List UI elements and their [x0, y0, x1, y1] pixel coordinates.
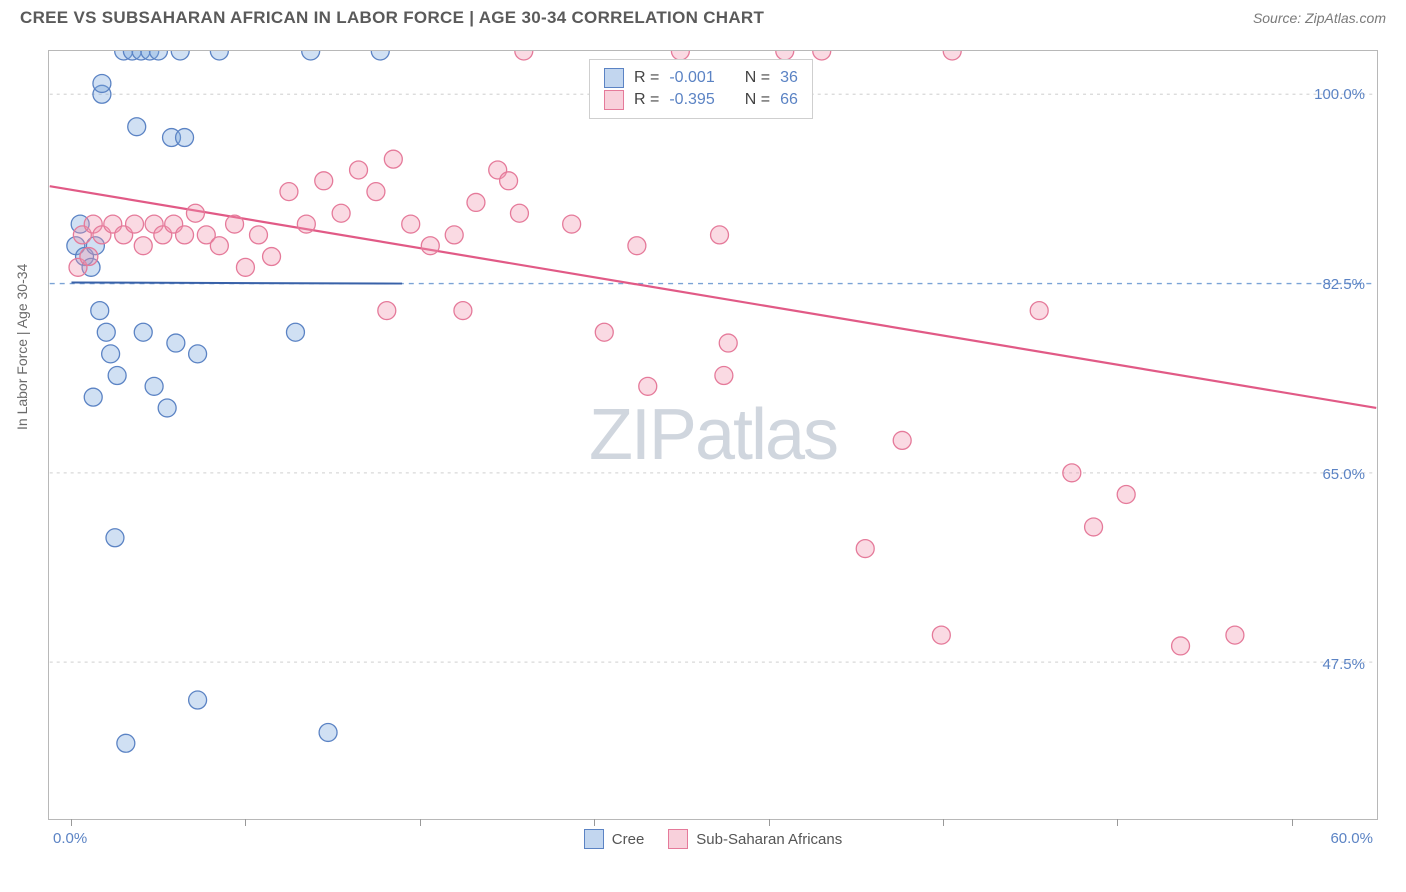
x-tick-mark	[420, 819, 421, 826]
source-text: Source: ZipAtlas.com	[1253, 10, 1386, 26]
n-label: N =	[745, 91, 770, 109]
y-tick-label: 82.5%	[1322, 276, 1365, 293]
y-tick-label: 100.0%	[1314, 86, 1365, 103]
x-tick-min: 0.0%	[53, 830, 87, 847]
y-axis-label: In Labor Force | Age 30-34	[14, 264, 30, 430]
x-tick-mark	[769, 819, 770, 826]
x-tick-max: 60.0%	[1330, 830, 1373, 847]
legend-label-2: Sub-Saharan Africans	[696, 831, 842, 848]
x-tick-mark	[1117, 819, 1118, 826]
swatch-pink-icon	[604, 90, 624, 110]
chart-title: CREE VS SUBSAHARAN AFRICAN IN LABOR FORC…	[20, 8, 764, 28]
r-value-2: -0.395	[669, 91, 714, 109]
r-label: R =	[634, 91, 659, 109]
y-tick-label: 65.0%	[1322, 466, 1365, 483]
r-label: R =	[634, 69, 659, 87]
n-value-1: 36	[780, 69, 798, 87]
x-tick-mark	[245, 819, 246, 826]
r-value-1: -0.001	[669, 69, 714, 87]
chart-plot-area: ZIPatlas R = -0.001 N = 36 R = -0.395 N …	[48, 50, 1378, 820]
series-legend: Cree Sub-Saharan Africans	[49, 829, 1377, 849]
x-tick-mark	[594, 819, 595, 826]
swatch-blue-icon	[584, 829, 604, 849]
n-value-2: 66	[780, 91, 798, 109]
n-label: N =	[745, 69, 770, 87]
x-tick-mark	[1292, 819, 1293, 826]
stats-legend: R = -0.001 N = 36 R = -0.395 N = 66	[589, 59, 813, 119]
legend-label-1: Cree	[612, 831, 645, 848]
swatch-pink-icon	[668, 829, 688, 849]
scatter-svg	[49, 51, 1377, 819]
swatch-blue-icon	[604, 68, 624, 88]
y-tick-label: 47.5%	[1322, 656, 1365, 673]
x-tick-mark	[71, 819, 72, 826]
x-tick-mark	[943, 819, 944, 826]
